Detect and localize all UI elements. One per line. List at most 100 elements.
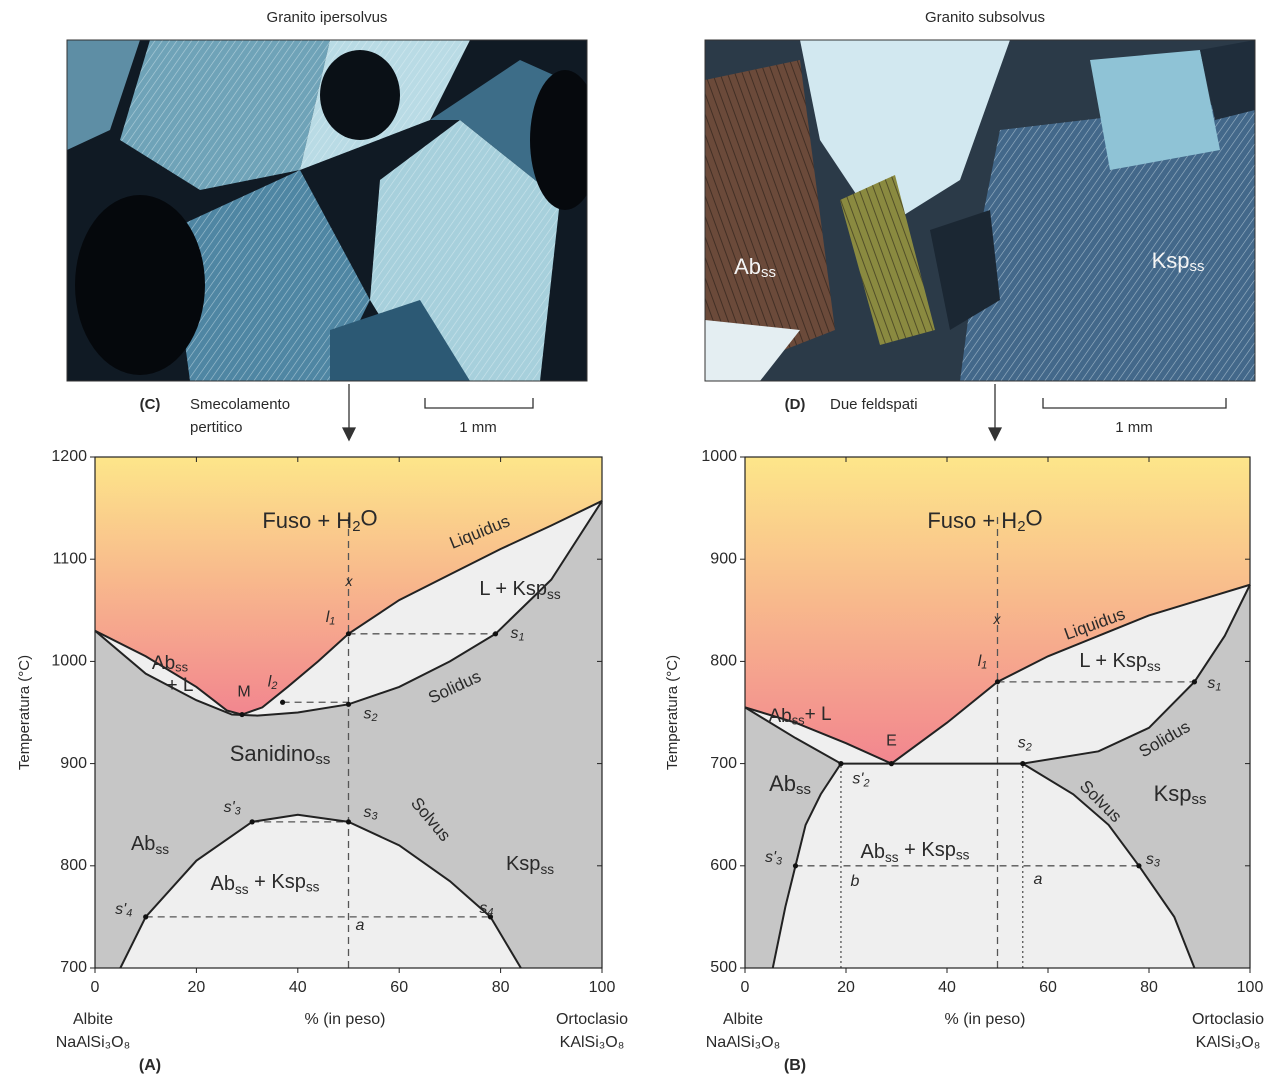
text-part: + L xyxy=(167,675,194,696)
text-part: + Ksp xyxy=(899,839,956,861)
text-part: ss xyxy=(885,849,899,864)
text-part: ss xyxy=(155,841,169,856)
y-tick-label: 800 xyxy=(60,857,87,874)
text-part: Ab xyxy=(211,873,235,895)
text-part: 3 xyxy=(1154,857,1160,869)
panel-label: (B) xyxy=(784,1057,806,1074)
photo-caption: pertitico xyxy=(190,419,243,436)
y-tick-label: 900 xyxy=(710,550,737,567)
photo-caption: Due feldspati xyxy=(830,396,918,413)
text-part: 4 xyxy=(487,907,493,919)
region-label: b xyxy=(851,873,860,890)
x-tick-label: 40 xyxy=(938,979,956,996)
text-part: Ab xyxy=(152,653,175,674)
text-part: L + Ksp xyxy=(479,578,547,600)
region-label: Fuso + H2O xyxy=(927,505,1042,535)
text-part: 1 xyxy=(981,660,987,672)
region-label: x xyxy=(345,573,354,589)
x-tick-label: 100 xyxy=(1237,979,1264,996)
text-part: Fuso + H xyxy=(927,508,1017,533)
photo-title: Granito subsolvus xyxy=(925,9,1045,26)
y-tick-label: 1200 xyxy=(51,448,87,465)
y-tick-label: 700 xyxy=(60,959,87,976)
x-axis-label: % (in peso) xyxy=(305,1011,386,1028)
point-label: M xyxy=(237,684,250,701)
panel-label: (A) xyxy=(139,1057,161,1074)
phase-point xyxy=(889,761,894,766)
region-label: Abss + Kspss xyxy=(861,839,970,864)
text-part: Ab xyxy=(861,841,885,863)
text-part: ss xyxy=(1191,791,1206,808)
region-label: x xyxy=(993,611,1002,627)
x-tick-label: 60 xyxy=(1039,979,1057,996)
text-part: ss xyxy=(956,847,970,862)
x-end-label: NaAlSi₃O₈ xyxy=(56,1034,131,1051)
phase-point xyxy=(239,712,244,717)
text-part: ss xyxy=(235,881,249,896)
phase-point xyxy=(793,863,798,868)
y-tick-label: 500 xyxy=(710,959,737,976)
x-tick-label: 80 xyxy=(1140,979,1158,996)
phase-point xyxy=(493,631,498,636)
region-label: + L xyxy=(167,675,194,696)
text-part: O xyxy=(361,505,378,530)
text-part: ss xyxy=(306,879,320,894)
x-tick-label: 80 xyxy=(492,979,510,996)
region-label: a xyxy=(1034,871,1043,888)
text-part: Ksp xyxy=(1152,248,1190,273)
y-axis-label: Temperatura (°C) xyxy=(16,655,33,770)
page: Granito ipersolvus Granito subsolvus (C)… xyxy=(0,0,1278,1081)
text-part: ss xyxy=(315,751,330,768)
text-part: 3 xyxy=(776,855,782,867)
text-part: a xyxy=(356,917,365,934)
x-end-label: KAlSi₃O₈ xyxy=(1196,1034,1261,1051)
scale-label: 1 mm xyxy=(1115,419,1153,436)
x-end-label: Albite xyxy=(723,1011,763,1028)
text-part: 1 xyxy=(518,631,524,643)
x-axis-label: % (in peso) xyxy=(945,1011,1026,1028)
photo-title: Granito ipersolvus xyxy=(267,9,388,26)
text-part: 3 xyxy=(371,811,377,823)
text-part: + L xyxy=(805,704,832,725)
y-tick-label: 700 xyxy=(710,755,737,772)
y-tick-label: 1000 xyxy=(701,448,737,465)
x-end-label: KAlSi₃O₈ xyxy=(560,1034,625,1051)
text-part: Ksp xyxy=(1154,781,1192,806)
phase-point xyxy=(995,679,1000,684)
x-tick-label: 0 xyxy=(91,979,100,996)
phase-point xyxy=(346,819,351,824)
phase-point xyxy=(838,761,843,766)
text-part: ss xyxy=(796,781,811,798)
text-part: b xyxy=(851,873,860,890)
text-part: E xyxy=(886,733,897,750)
scale-label: 1 mm xyxy=(459,419,497,436)
text-part: 2 xyxy=(270,680,277,692)
text-part: 1 xyxy=(329,615,335,627)
text-part: M xyxy=(237,684,250,701)
figure: Granito ipersolvus Granito subsolvus (C)… xyxy=(0,0,1278,1081)
text-part: a xyxy=(1034,871,1043,888)
y-tick-label: 600 xyxy=(710,857,737,874)
phase-point xyxy=(250,819,255,824)
text-part: x xyxy=(993,611,1002,627)
region-label: Sanidinoss xyxy=(230,741,331,768)
text-part: Ab xyxy=(131,833,155,855)
text-part: ss xyxy=(1189,258,1204,275)
text-part: ss xyxy=(540,861,554,876)
x-end-label: Albite xyxy=(73,1011,113,1028)
text-part: Ab xyxy=(768,706,791,727)
text-part: 2 xyxy=(862,777,869,789)
phase-point xyxy=(1192,679,1197,684)
text-part: s xyxy=(1146,851,1154,868)
text-part: s xyxy=(510,625,518,642)
text-part: Ab xyxy=(734,254,761,279)
text-part: s xyxy=(1207,675,1215,692)
y-tick-label: 1000 xyxy=(51,653,87,670)
text-part: 4 xyxy=(126,908,132,920)
x-tick-label: 40 xyxy=(289,979,307,996)
text-part: x xyxy=(345,573,354,589)
phase-point xyxy=(346,631,351,636)
text-part: ss xyxy=(792,713,805,728)
phase-point xyxy=(143,914,148,919)
x-tick-label: 100 xyxy=(589,979,616,996)
